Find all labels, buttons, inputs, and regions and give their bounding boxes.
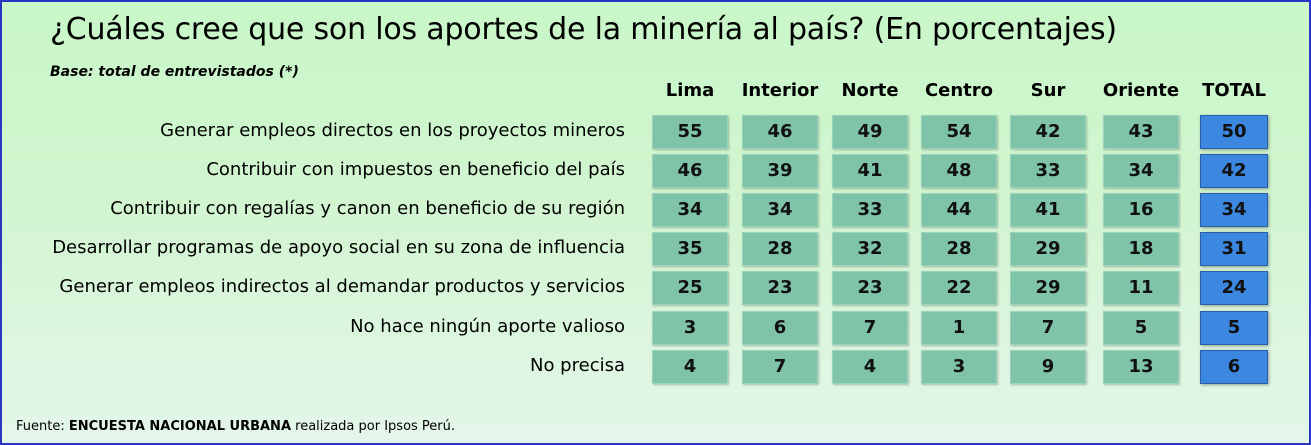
value-cell: 28 (742, 232, 818, 266)
row-label: Generar empleos directos en los proyecto… (160, 120, 625, 141)
value-cell: 23 (742, 271, 818, 305)
column-header-norte: Norte (841, 80, 899, 101)
value-cell: 55 (652, 115, 728, 149)
row-label: No hace ningún aporte valioso (350, 316, 625, 337)
value-cell: 22 (921, 271, 997, 305)
value-cell: 4 (652, 350, 728, 384)
value-cell: 29 (1010, 271, 1086, 305)
value-cell: 23 (832, 271, 908, 305)
value-cell: 7 (742, 350, 818, 384)
value-cell: 16 (1103, 193, 1179, 227)
value-cell: 44 (921, 193, 997, 227)
source-note: Fuente: ENCUESTA NACIONAL URBANA realiza… (16, 419, 455, 434)
column-header-centro: Centro (924, 80, 994, 101)
total-cell: 24 (1200, 271, 1268, 305)
value-cell: 18 (1103, 232, 1179, 266)
value-cell: 29 (1010, 232, 1086, 266)
value-cell: 46 (652, 154, 728, 188)
value-cell: 48 (921, 154, 997, 188)
value-cell: 1 (921, 311, 997, 345)
row-label: Contribuir con regalías y canon en benef… (110, 198, 625, 219)
total-cell: 31 (1200, 232, 1268, 266)
value-cell: 41 (1010, 193, 1086, 227)
row-label: Desarrollar programas de apoyo social en… (52, 237, 625, 258)
column-header-sur: Sur (1030, 80, 1066, 101)
value-cell: 39 (742, 154, 818, 188)
value-cell: 4 (832, 350, 908, 384)
row-label: Generar empleos indirectos al demandar p… (59, 276, 625, 297)
value-cell: 34 (1103, 154, 1179, 188)
total-cell: 50 (1200, 115, 1268, 149)
value-cell: 5 (1103, 311, 1179, 345)
value-cell: 7 (832, 311, 908, 345)
value-cell: 41 (832, 154, 908, 188)
value-cell: 33 (832, 193, 908, 227)
value-cell: 33 (1010, 154, 1086, 188)
value-cell: 13 (1103, 350, 1179, 384)
value-cell: 11 (1103, 271, 1179, 305)
value-cell: 3 (921, 350, 997, 384)
value-cell: 25 (652, 271, 728, 305)
chart-title: ¿Cuáles cree que son los aportes de la m… (50, 12, 1117, 47)
row-label: No precisa (529, 355, 625, 376)
source-suffix: realizada por Ipsos Perú. (291, 419, 456, 434)
value-cell: 35 (652, 232, 728, 266)
value-cell: 9 (1010, 350, 1086, 384)
column-header-interior: Interior (741, 80, 819, 101)
value-cell: 28 (921, 232, 997, 266)
total-cell: 34 (1200, 193, 1268, 227)
value-cell: 43 (1103, 115, 1179, 149)
value-cell: 54 (921, 115, 997, 149)
value-cell: 7 (1010, 311, 1086, 345)
row-label: Contribuir con impuestos en beneficio de… (206, 159, 625, 180)
value-cell: 49 (832, 115, 908, 149)
value-cell: 6 (742, 311, 818, 345)
column-header-oriente: Oriente (1102, 80, 1180, 101)
source-survey-name: ENCUESTA NACIONAL URBANA (68, 419, 292, 434)
value-cell: 34 (652, 193, 728, 227)
source-prefix: Fuente: (16, 419, 69, 434)
value-cell: 46 (742, 115, 818, 149)
value-cell: 3 (652, 311, 728, 345)
column-header-lima: Lima (665, 80, 715, 101)
value-cell: 32 (832, 232, 908, 266)
total-cell: 42 (1200, 154, 1268, 188)
value-cell: 34 (742, 193, 818, 227)
chart-subtitle: Base: total de entrevistados (*) (50, 64, 299, 80)
value-cell: 42 (1010, 115, 1086, 149)
total-cell: 6 (1200, 350, 1268, 384)
column-header-total: TOTAL (1202, 80, 1266, 101)
total-cell: 5 (1200, 311, 1268, 345)
